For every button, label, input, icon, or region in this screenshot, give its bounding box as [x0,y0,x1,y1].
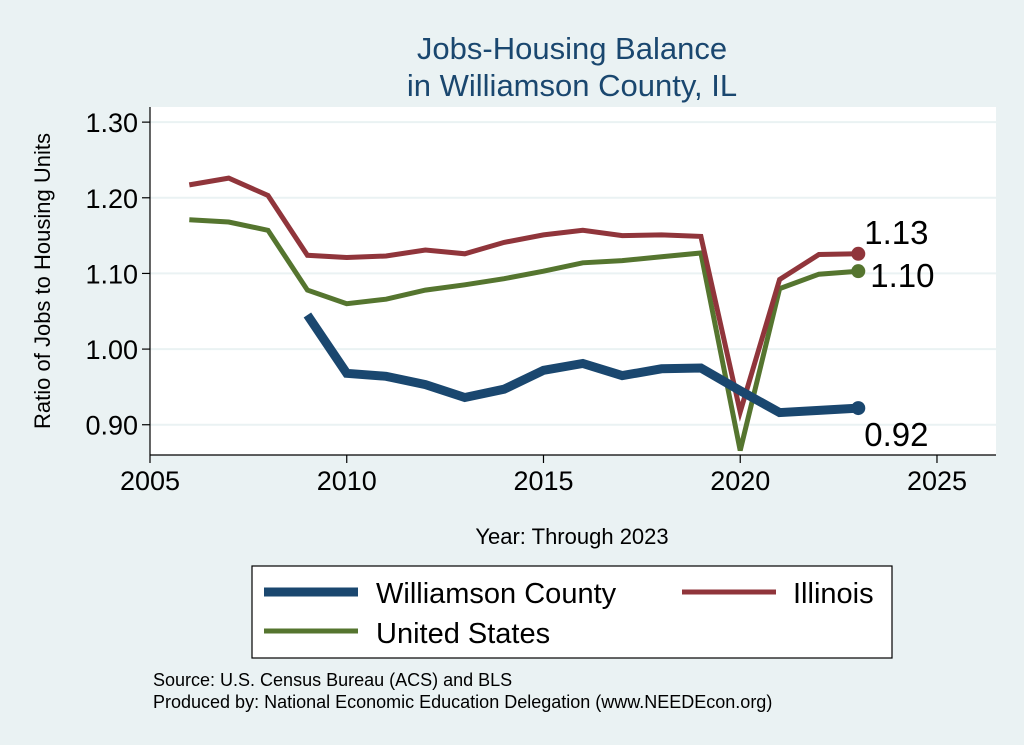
series-lines [188,175,859,452]
legend-label-williamson-county: Williamson County [376,578,617,610]
legend-box [251,565,893,659]
series-end-markers: 0.92 1.13 1.10 [851,214,935,453]
series-line-united-states [189,217,859,452]
x-tick-label: 2025 [907,466,967,496]
x-tick-label: 2005 [120,466,180,496]
x-axis-ticks: 2005 2010 2015 2020 2025 [120,455,967,496]
chart-title-line-1: Jobs-Housing Balance [417,31,727,66]
end-marker-williamson-county [851,401,866,416]
y-tick-label: 1.30 [85,108,138,138]
legend-label-united-states: United States [376,618,550,650]
y-tick-label: 0.90 [85,411,138,441]
end-marker-united-states [851,264,866,279]
y-tick-label: 1.00 [85,335,138,365]
plot-area [150,107,996,455]
chart-title-line-2: in Williamson County, IL [407,68,737,103]
end-label-williamson-county: 0.92 [864,416,928,453]
producer-note: Produced by: National Economic Education… [153,692,772,712]
legend-label-illinois: Illinois [793,578,874,610]
x-tick-label: 2020 [710,466,770,496]
y-axis-ticks: 0.90 1.00 1.10 1.20 1.30 [85,108,150,441]
end-marker-illinois [851,246,866,261]
series-line-williamson-county [303,312,859,418]
source-note: Source: U.S. Census Bureau (ACS) and BLS [153,670,512,690]
x-tick-label: 2015 [513,466,573,496]
y-tick-label: 1.20 [85,184,138,214]
y-axis-label: Ratio of Jobs to Housing Units [30,133,55,429]
end-label-united-states: 1.10 [870,257,934,294]
end-label-illinois: 1.13 [864,214,928,251]
x-tick-label: 2010 [317,466,377,496]
y-tick-label: 1.10 [85,259,138,289]
x-axis-label: Year: Through 2023 [475,524,668,549]
